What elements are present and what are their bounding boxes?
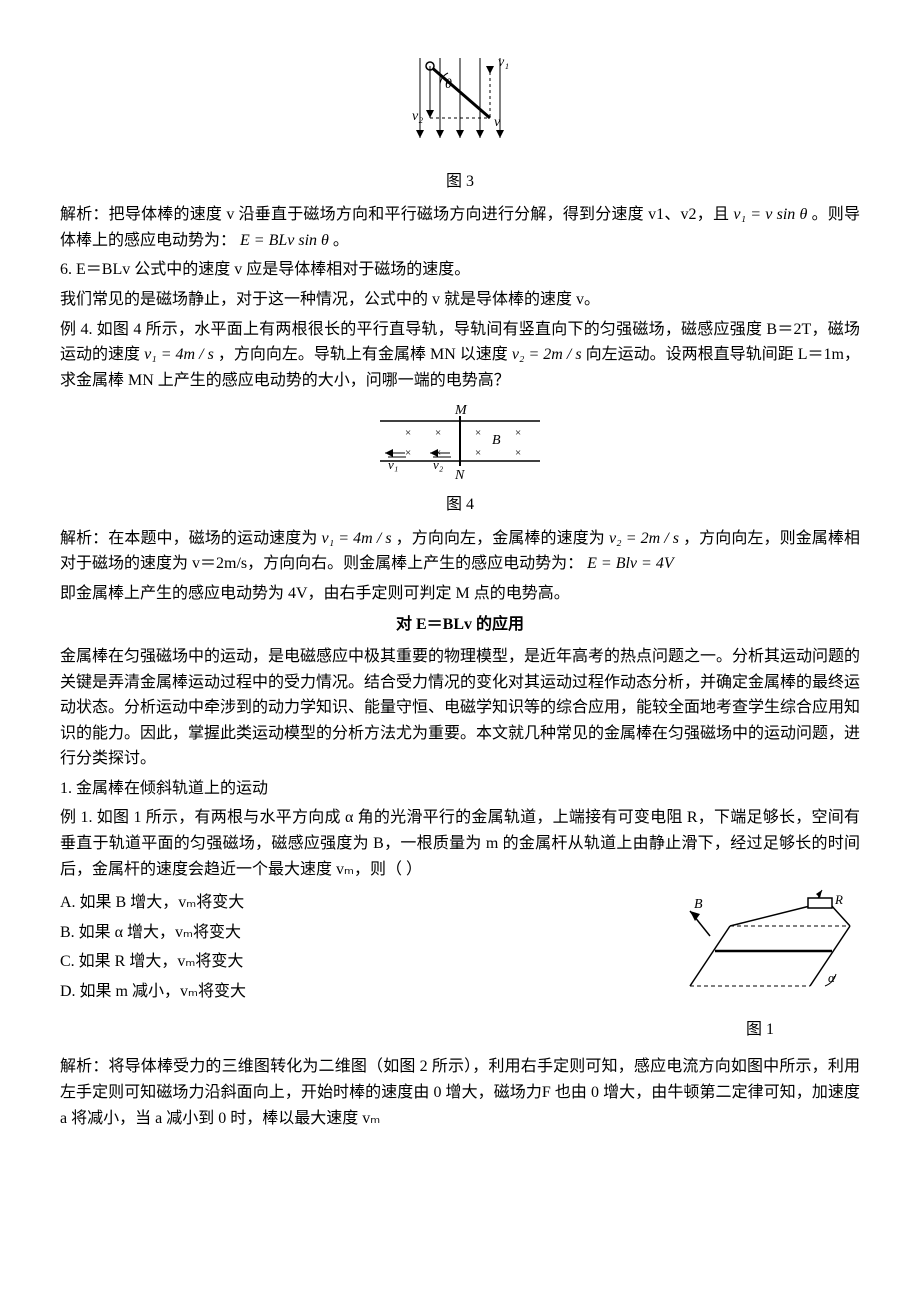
ex4-para: 例 4. 如图 4 所示，水平面上有两根很长的平行直导轨，导轨间有竖直向下的匀强…: [60, 317, 860, 394]
svg-text:×: ×: [475, 447, 481, 459]
fig4-v1: v₁: [388, 457, 398, 472]
sec6-title: 6. E＝BLv 公式中的速度 v 应是导体棒相对于磁场的速度。: [60, 257, 860, 283]
option-B: B. 如果 α 增大，vₘ将变大: [60, 920, 640, 946]
eq-v1: v₁ = v sin θ: [733, 206, 807, 223]
fig3-theta-label: θ: [445, 77, 452, 92]
eq-E-4V: E = Blv = 4V: [587, 555, 673, 572]
ex1-analysis: 解析：将导体棒受力的三维图转化为二维图（如图 2 所示），利用右手定则可知，感应…: [60, 1054, 860, 1131]
svg-text:×: ×: [515, 427, 521, 439]
intro-para: 金属棒在匀强磁场中的运动，是电磁感应中极其重要的物理模型，是近年高考的热点问题之…: [60, 644, 860, 772]
fig4-eq-v1: v₁ = 4m / s: [322, 530, 392, 547]
svg-text:×: ×: [475, 427, 481, 439]
ex4-text2: ，方向向左。导轨上有金属棒 MN 以速度: [218, 346, 508, 363]
sec6-title-text: 6. E＝BLv 公式中的速度 v 应是导体棒相对于磁场的速度。: [60, 261, 470, 278]
option-D: D. 如果 m 减小，vₘ将变大: [60, 979, 640, 1005]
option-C: C. 如果 R 增大，vₘ将变大: [60, 949, 640, 975]
fig3-analysis: 解析：把导体棒的速度 v 沿垂直于磁场方向和平行磁场方向进行分解，得到分速度 v…: [60, 202, 860, 253]
figure-4-caption: 图 4: [60, 492, 860, 518]
sec6-para1: 我们常见的是磁场静止，对于这一种情况，公式中的 v 就是导体棒的速度 v。: [60, 287, 860, 313]
svg-text:×: ×: [405, 427, 411, 439]
fig4-v2: v₂: [433, 457, 444, 472]
fig4-conclusion: 即金属棒上产生的感应电动势为 4V，由右手定则可判定 M 点的电势高。: [60, 581, 860, 607]
fig4-a1: 解析：在本题中，磁场的运动速度为: [60, 530, 317, 547]
fig1-alpha: α: [828, 970, 836, 985]
figure-1: B R α 图 1: [660, 886, 860, 1050]
figure-4: ×××× ×××× M N B v₁ v₂: [60, 401, 860, 490]
fig4-svg: ×××× ×××× M N B v₁ v₂: [360, 401, 560, 481]
figure-3-caption: 图 3: [60, 169, 860, 195]
fig3-v2-label: v₂: [412, 109, 423, 124]
svg-text:×: ×: [515, 447, 521, 459]
fig4-eq-v2: v₂ = 2m / s: [609, 530, 679, 547]
fig4-N: N: [454, 468, 465, 481]
fig3-svg: v₁ θ v₂ v: [390, 48, 530, 158]
fig3-v1-label: v₁: [498, 55, 509, 70]
figure-1-caption: 图 1: [660, 1017, 860, 1043]
eq-v1-4: v₁ = 4m / s: [144, 346, 214, 363]
option-A: A. 如果 B 增大，vₘ将变大: [60, 890, 640, 916]
fig3-v-label: v: [494, 115, 501, 130]
fig4-a2: ，方向向左，金属棒的速度为: [396, 530, 605, 547]
figure-3: v₁ θ v₂ v: [60, 48, 860, 167]
fig4-analysis: 解析：在本题中，磁场的运动速度为 v₁ = 4m / s ，方向向左，金属棒的速…: [60, 526, 860, 577]
section-title: 对 E＝BLv 的应用: [60, 612, 860, 638]
svg-text:×: ×: [435, 427, 441, 439]
fig1-svg: B R α: [660, 886, 860, 1006]
fig1-B: B: [694, 897, 703, 912]
fig3-analysis-text: 解析：把导体棒的速度 v 沿垂直于磁场方向和平行磁场方向进行分解，得到分速度 v…: [60, 206, 729, 223]
fig3-end: 。: [333, 232, 349, 249]
eq-v2-2: v₂ = 2m / s: [512, 346, 582, 363]
fig4-B: B: [492, 433, 501, 448]
eq-E1: E = BLv sin θ: [240, 232, 329, 249]
fig4-M: M: [454, 403, 468, 418]
fig1-R: R: [834, 892, 843, 907]
ex1-para: 例 1. 如图 1 所示，有两根与水平方向成 α 角的光滑平行的金属轨道，上端接…: [60, 805, 860, 882]
sec1-title: 1. 金属棒在倾斜轨道上的运动: [60, 776, 860, 802]
